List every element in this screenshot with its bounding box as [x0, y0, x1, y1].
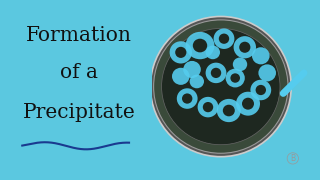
Ellipse shape [206, 46, 220, 59]
Ellipse shape [251, 80, 271, 100]
Ellipse shape [259, 64, 276, 81]
Ellipse shape [214, 28, 234, 49]
Ellipse shape [182, 93, 192, 104]
Ellipse shape [252, 47, 270, 64]
Ellipse shape [186, 32, 214, 59]
Ellipse shape [219, 33, 229, 44]
Ellipse shape [172, 68, 190, 85]
Ellipse shape [193, 39, 207, 52]
Text: Precipitate: Precipitate [23, 103, 136, 122]
Ellipse shape [150, 16, 291, 157]
Ellipse shape [177, 88, 198, 109]
Ellipse shape [154, 20, 288, 153]
Ellipse shape [206, 63, 227, 83]
Ellipse shape [203, 102, 213, 112]
Ellipse shape [170, 41, 192, 64]
Ellipse shape [256, 85, 266, 95]
Ellipse shape [190, 75, 204, 88]
Ellipse shape [234, 36, 256, 58]
Text: B: B [290, 154, 295, 163]
Ellipse shape [223, 105, 235, 116]
Ellipse shape [242, 98, 254, 110]
Ellipse shape [198, 97, 219, 117]
Ellipse shape [183, 61, 201, 78]
Ellipse shape [236, 92, 260, 116]
Ellipse shape [230, 73, 240, 83]
Ellipse shape [162, 28, 280, 145]
Ellipse shape [217, 99, 241, 122]
Ellipse shape [226, 69, 245, 87]
Ellipse shape [239, 42, 251, 53]
Text: Formation: Formation [26, 26, 132, 45]
Ellipse shape [211, 68, 221, 78]
Ellipse shape [175, 47, 186, 58]
Ellipse shape [233, 57, 247, 71]
Text: of a: of a [60, 63, 98, 82]
